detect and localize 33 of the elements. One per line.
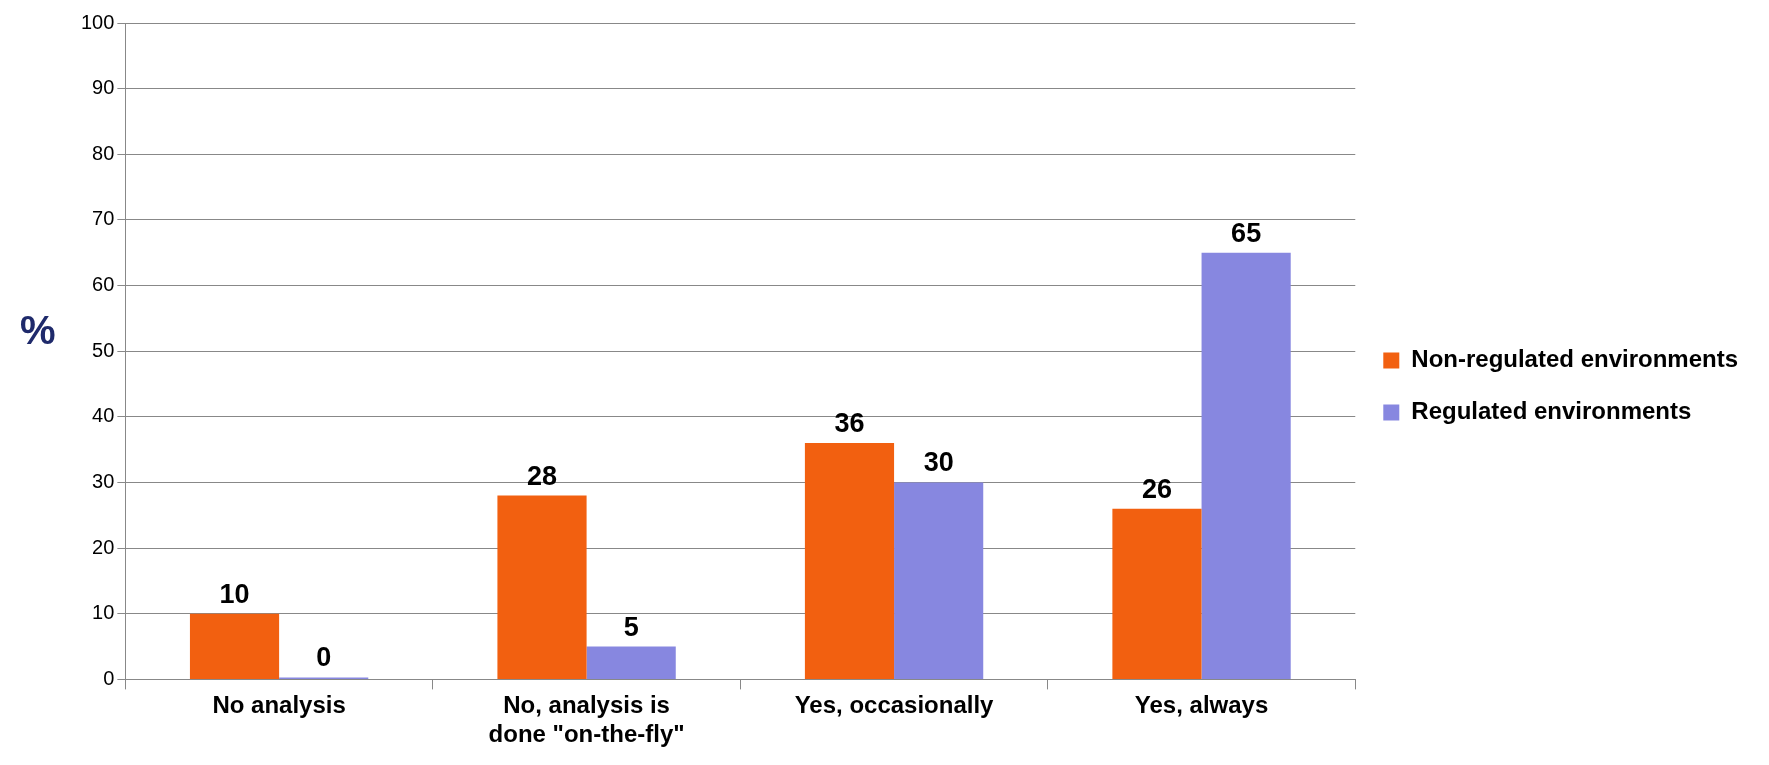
- y-tick-label: 30: [92, 470, 115, 492]
- x-tick-label: Yes, occasionally: [794, 691, 995, 719]
- x-tick-label: Yes, always: [1134, 691, 1269, 719]
- y-tick-label: 0: [103, 666, 115, 689]
- y-tick-label: 80: [92, 141, 115, 164]
- y-tick-label: 10: [92, 601, 115, 624]
- y-tick-label: 20: [92, 535, 115, 558]
- data-label: 36: [834, 408, 865, 439]
- bar: [497, 495, 587, 679]
- data-label: 5: [623, 611, 639, 642]
- y-tick-label: 90: [92, 76, 115, 99]
- y-tick-label: 50: [92, 338, 115, 361]
- data-label: 26: [1141, 473, 1172, 504]
- x-tick-label: No analysis: [212, 691, 346, 719]
- y-tick-label: 60: [92, 273, 115, 296]
- data-label: 28: [526, 460, 558, 491]
- bar: [189, 613, 280, 679]
- data-label: 65: [1231, 217, 1262, 248]
- data-label: 0: [316, 642, 332, 673]
- bar: [1201, 252, 1291, 679]
- bar: [1112, 508, 1202, 679]
- legend-label: Regulated environments: [1411, 397, 1692, 425]
- data-label: 10: [219, 578, 250, 609]
- x-tick-label: No, analysis is done "on-the-fly": [488, 691, 685, 748]
- y-axis-title: %: [20, 308, 56, 353]
- y-tick-label: 40: [92, 404, 115, 427]
- y-tick-label: 70: [92, 207, 115, 230]
- bar: [586, 646, 676, 679]
- y-tick-label: 100: [80, 10, 115, 33]
- bar: [804, 443, 895, 679]
- bar: [894, 482, 984, 679]
- legend-label: Non-regulated environments: [1411, 345, 1739, 373]
- data-label: 30: [923, 447, 954, 478]
